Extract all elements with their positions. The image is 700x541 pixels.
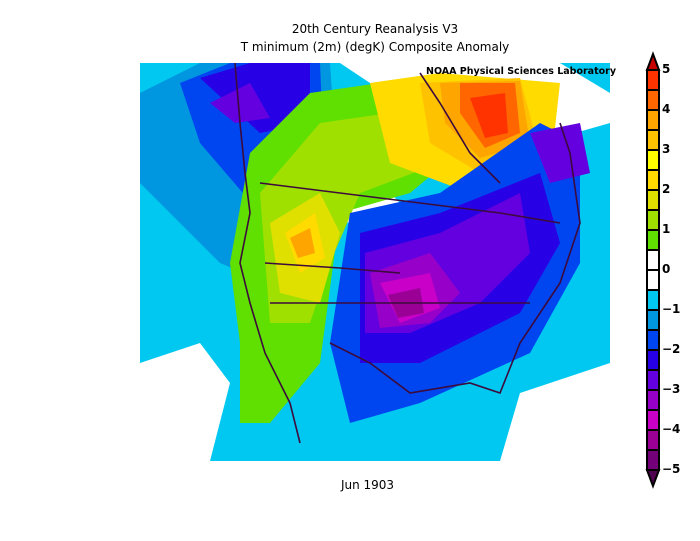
- colorbar-bin: [646, 289, 660, 311]
- colorbar-tick-label: 1: [662, 222, 671, 236]
- colorbar-tick-label: −1: [662, 302, 681, 316]
- colorbar-tick-label: −2: [662, 342, 681, 356]
- colorbar-bin: [646, 429, 660, 451]
- colorbar-tick-label: 3: [662, 142, 671, 156]
- chart-subtitle: T minimum (2m) (degK) Composite Anomaly: [240, 40, 510, 54]
- colorbar-bin: [646, 169, 660, 191]
- chart-title: 20th Century Reanalysis V3: [291, 22, 459, 36]
- colorbar-bin: [646, 309, 660, 331]
- colorbar-tick-label: 2: [662, 182, 671, 196]
- colorbar-bin: [646, 409, 660, 431]
- colorbar-bin: [646, 369, 660, 391]
- colorbar-tick-label: 5: [662, 62, 671, 76]
- colorbar: [645, 51, 661, 489]
- colorbar-bin: [646, 109, 660, 131]
- credit-label: NOAA Physical Sciences Laboratory: [426, 66, 617, 77]
- colorbar-tick-label: −3: [662, 382, 681, 396]
- colorbar-bin: [646, 209, 660, 231]
- colorbar-bin: [646, 149, 660, 171]
- colorbar-bin: [646, 329, 660, 351]
- colorbar-bin: [646, 229, 660, 251]
- over-triangle: [645, 51, 661, 71]
- colorbar-bin: [646, 89, 660, 111]
- colorbar-bin: [646, 449, 660, 471]
- colorbar-bin: [646, 269, 660, 291]
- anomaly-map: [140, 63, 610, 461]
- colorbar-bin: [646, 249, 660, 271]
- colorbar-tick-label: 4: [662, 102, 671, 116]
- colorbar-tick-label: 0: [662, 262, 671, 276]
- date-label: Jun 1903: [340, 478, 395, 492]
- under-triangle: [645, 469, 661, 489]
- colorbar-bin: [646, 69, 660, 91]
- colorbar-bin: [646, 189, 660, 211]
- colorbar-bin: [646, 349, 660, 371]
- colorbar-tick-label: −4: [662, 422, 681, 436]
- colorbar-bin: [646, 389, 660, 411]
- colorbar-bin: [646, 129, 660, 151]
- colorbar-tick-label: −5: [662, 462, 681, 476]
